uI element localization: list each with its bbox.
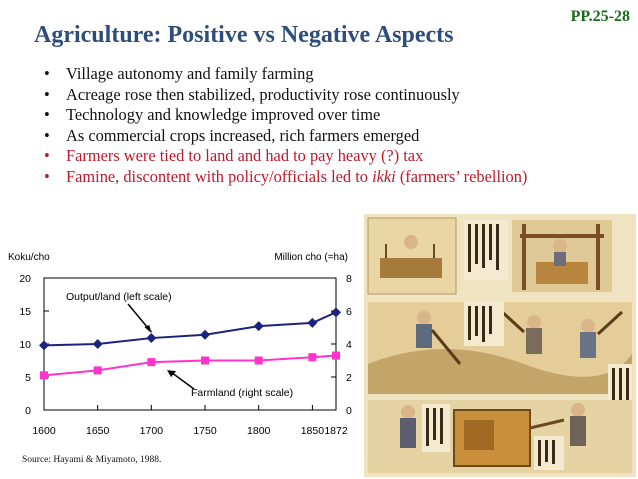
- bullet-text-after: (farmers’ rebellion): [395, 166, 528, 186]
- data-point-diamond: [92, 339, 103, 349]
- x-tick-label: 1700: [140, 425, 164, 437]
- data-point-diamond: [331, 307, 341, 318]
- data-point-square: [201, 356, 210, 365]
- bullet-text: Farmers were tied to land and had to pay…: [66, 146, 424, 166]
- slide-title: Agriculture: Positive vs Negative Aspect…: [34, 22, 454, 48]
- bullet-item: • As commercial crops increased, rich far…: [40, 126, 600, 146]
- farming-tools-illustration: [364, 214, 636, 477]
- right-tick-label: 2: [346, 372, 352, 384]
- bullet-text-before: Famine, discontent with policy/officials…: [66, 166, 373, 186]
- bullet-item: • Farmers were tied to land and had to pa…: [40, 146, 600, 166]
- arrowhead-output: [144, 325, 152, 334]
- right-tick-label: 6: [346, 306, 352, 318]
- x-tick-label: 1800: [247, 425, 271, 437]
- data-point-square: [254, 356, 263, 365]
- series-label-output: Output/land (left scale): [66, 291, 172, 303]
- data-point-diamond: [146, 333, 157, 344]
- left-tick-label: 10: [19, 339, 31, 351]
- bullet-dot-icon: •: [44, 84, 50, 104]
- bullet-dot-icon: •: [44, 64, 50, 83]
- bullet-text: Technology and knowledge improved over t…: [66, 105, 381, 125]
- bullet-list: • Village autonomy and family farming • Ac…: [40, 64, 600, 188]
- series-line-1: [43, 354, 337, 377]
- bullet-item: • Village autonomy and family farming: [40, 64, 600, 84]
- productivity-chart: Koku/cho Million cho (=ha) 0 5 10 15 20 0 2 4 6 8 16…: [8, 252, 352, 437]
- left-tick-label: 15: [19, 306, 31, 318]
- page-reference: PP.25-28: [570, 8, 630, 25]
- data-point-diamond: [200, 329, 211, 340]
- bullet-dot-icon: •: [44, 146, 50, 166]
- bullet-item: • Famine, discontent with policy/official…: [40, 167, 600, 187]
- x-tick-label: 1600: [32, 425, 56, 437]
- data-point-square: [40, 371, 48, 380]
- bullet-dot-icon: •: [44, 166, 50, 186]
- left-axis-label: Koku/cho: [8, 252, 50, 263]
- right-tick-label: 4: [346, 339, 352, 351]
- bullet-dot-icon: •: [44, 125, 50, 145]
- x-tick-label: 1650: [86, 425, 110, 437]
- left-tick-label: 20: [19, 273, 31, 285]
- data-point-diamond: [253, 321, 264, 332]
- data-point-square: [93, 366, 102, 375]
- data-point-diamond: [307, 317, 318, 328]
- data-point-square: [147, 358, 156, 367]
- data-point-square: [332, 351, 340, 360]
- series-label-farmland: Farmland (right scale): [191, 387, 293, 399]
- x-tick-label: 1872: [324, 425, 348, 437]
- bullet-dot-icon: •: [44, 105, 50, 125]
- source-note: Source: Hayami & Miyamoto, 1988.: [22, 455, 162, 465]
- bullet-text: As commercial crops increased, rich farm…: [66, 125, 420, 145]
- right-axis-label: Million cho (=ha): [274, 252, 348, 263]
- bullet-text-emphasis: ikki: [372, 166, 396, 186]
- right-tick-label: 8: [346, 273, 352, 285]
- arrowhead-farmland: [167, 370, 177, 378]
- x-tick-label: 1750: [193, 425, 217, 437]
- illustration-image: [364, 214, 636, 477]
- bullet-item: • Acreage rose then stabilized, productiv…: [40, 85, 600, 105]
- bullet-item: • Technology and knowledge improved over …: [40, 105, 600, 125]
- x-tick-label: 1850: [301, 425, 325, 437]
- right-tick-label: 0: [346, 405, 352, 417]
- series-line-0: [43, 311, 337, 347]
- left-tick-label: 5: [25, 372, 31, 384]
- bullet-text: Village autonomy and family farming: [66, 64, 314, 83]
- data-point-diamond: [39, 340, 49, 351]
- bullet-text: Acreage rose then stabilized, productivi…: [66, 84, 460, 104]
- data-point-square: [308, 353, 317, 362]
- left-tick-label: 0: [25, 405, 31, 417]
- callout-arrow-farmland: [170, 371, 195, 390]
